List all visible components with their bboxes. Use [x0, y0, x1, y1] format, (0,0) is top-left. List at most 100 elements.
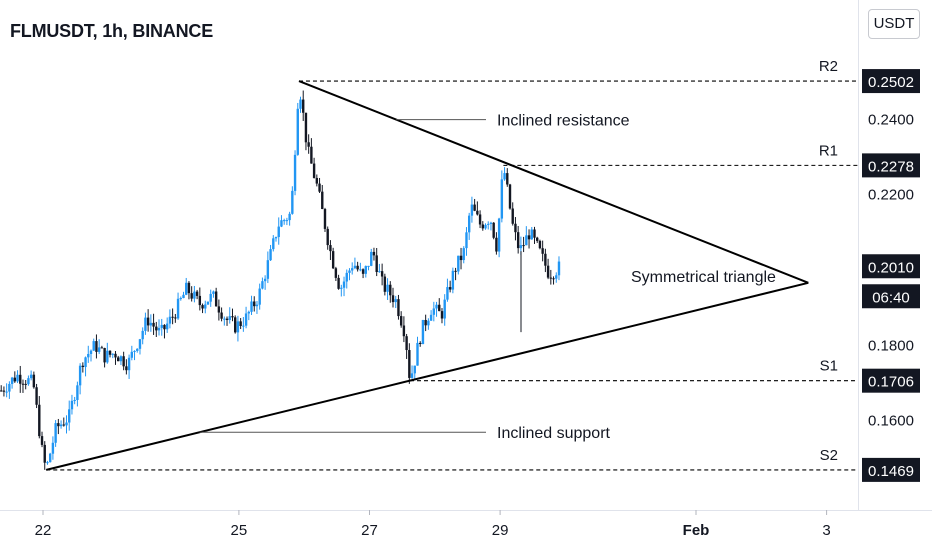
candle-up [266, 260, 270, 279]
candle-up [348, 270, 351, 273]
candle-down [375, 255, 378, 273]
candle-up [223, 318, 226, 320]
candle-up [282, 220, 286, 222]
candle-up [141, 330, 144, 340]
candle-down [522, 245, 525, 247]
candle-up [59, 424, 63, 427]
candle-down [100, 347, 104, 349]
price-axis[interactable]: 0.2502 0.2278 0.2010 0.1706 0.1469 06:40 0.240… [862, 69, 920, 482]
price-tag-value: 0.2502 [868, 74, 914, 91]
price-tag-value: 0.1469 [868, 463, 914, 480]
candle-up [394, 299, 397, 303]
candle-down [318, 183, 321, 192]
candle-down [302, 99, 305, 113]
triangle-layer [46, 80, 809, 471]
candle-down [13, 377, 17, 382]
candle-down [2, 390, 6, 392]
candle-up [467, 215, 471, 233]
candle-down [372, 251, 376, 256]
candle-down [408, 350, 411, 378]
candle-down [399, 316, 403, 326]
candle-down [225, 318, 229, 320]
candle-down [473, 204, 476, 211]
candles-layer [0, 90, 561, 470]
candle-up [144, 317, 147, 331]
level-name-r1: R1 [819, 142, 838, 159]
support-line [46, 281, 809, 471]
candle-down [217, 306, 221, 313]
x-tick-label: 27 [361, 522, 378, 539]
candle-down [198, 295, 202, 306]
candle-down [163, 324, 166, 330]
candle-up [462, 248, 465, 261]
candle-down [397, 299, 400, 317]
candle-down [326, 228, 329, 246]
candle-down [38, 404, 41, 437]
candle-down [0, 390, 3, 392]
candle-down [146, 317, 150, 326]
candle-down [476, 210, 479, 215]
candle-down [152, 322, 155, 327]
candle-down [438, 304, 441, 312]
candle-down [380, 271, 384, 277]
candle-down [514, 223, 517, 233]
candle-down [516, 232, 520, 249]
candle-down [312, 163, 316, 178]
price-tag-value: 0.2278 [868, 158, 914, 175]
candle-down [511, 208, 514, 224]
currency-unit-button[interactable]: USDT [868, 9, 920, 39]
candle-down [419, 342, 422, 345]
candle-down [155, 326, 158, 331]
candle-up [370, 251, 373, 266]
candle-down [21, 383, 25, 385]
candle-up [443, 299, 446, 319]
candle-down [356, 265, 359, 270]
candle-up [70, 400, 74, 410]
candle-down [114, 353, 117, 358]
chart-title: FLMUSDT, 1h, BINANCE [10, 21, 214, 41]
candle-up [263, 278, 267, 282]
candle-down [103, 347, 106, 363]
candle-up [555, 275, 558, 279]
candle-up [182, 294, 185, 299]
candle-up [557, 261, 561, 276]
candle-down [190, 293, 193, 299]
candle-up [432, 308, 436, 315]
price-tag-bg [862, 457, 920, 482]
candle-down [108, 350, 112, 355]
price-tag-bg [862, 153, 920, 178]
y-tick-label: 0.2400 [868, 111, 914, 128]
candle-down [546, 265, 550, 278]
candle-down [331, 251, 335, 269]
candle-down [541, 248, 544, 254]
candle-up [503, 173, 506, 180]
candle-down [304, 112, 308, 143]
candle-down [527, 235, 531, 240]
candle-down [253, 301, 256, 307]
candle-down [361, 269, 365, 274]
candle-down [440, 311, 444, 319]
candle-up [29, 374, 33, 379]
candle-up [46, 462, 49, 464]
candle-down [233, 317, 237, 333]
candle-up [185, 282, 188, 295]
candle-down [187, 282, 191, 294]
y-tick-label: 0.2200 [868, 187, 914, 204]
candle-up [212, 291, 215, 294]
support-annotation-label: Inclined support [497, 425, 611, 442]
candle-up [27, 378, 30, 385]
candle-down [323, 209, 327, 229]
candle-down [220, 312, 223, 319]
time-axis[interactable]: 22 25 27 29 Feb 3 [35, 510, 831, 539]
candle-up [5, 391, 8, 393]
candle-up [280, 220, 283, 227]
candle-up [353, 265, 357, 269]
resistance-annotation-label: Inclined resistance [497, 113, 630, 130]
candle-up [48, 453, 52, 463]
candle-down [334, 268, 338, 278]
y-tick-label: 0.1800 [868, 337, 914, 354]
candle-up [378, 271, 381, 273]
candle-up [429, 314, 433, 321]
triangle-annotation-label: Symmetrical triangle [631, 269, 776, 286]
